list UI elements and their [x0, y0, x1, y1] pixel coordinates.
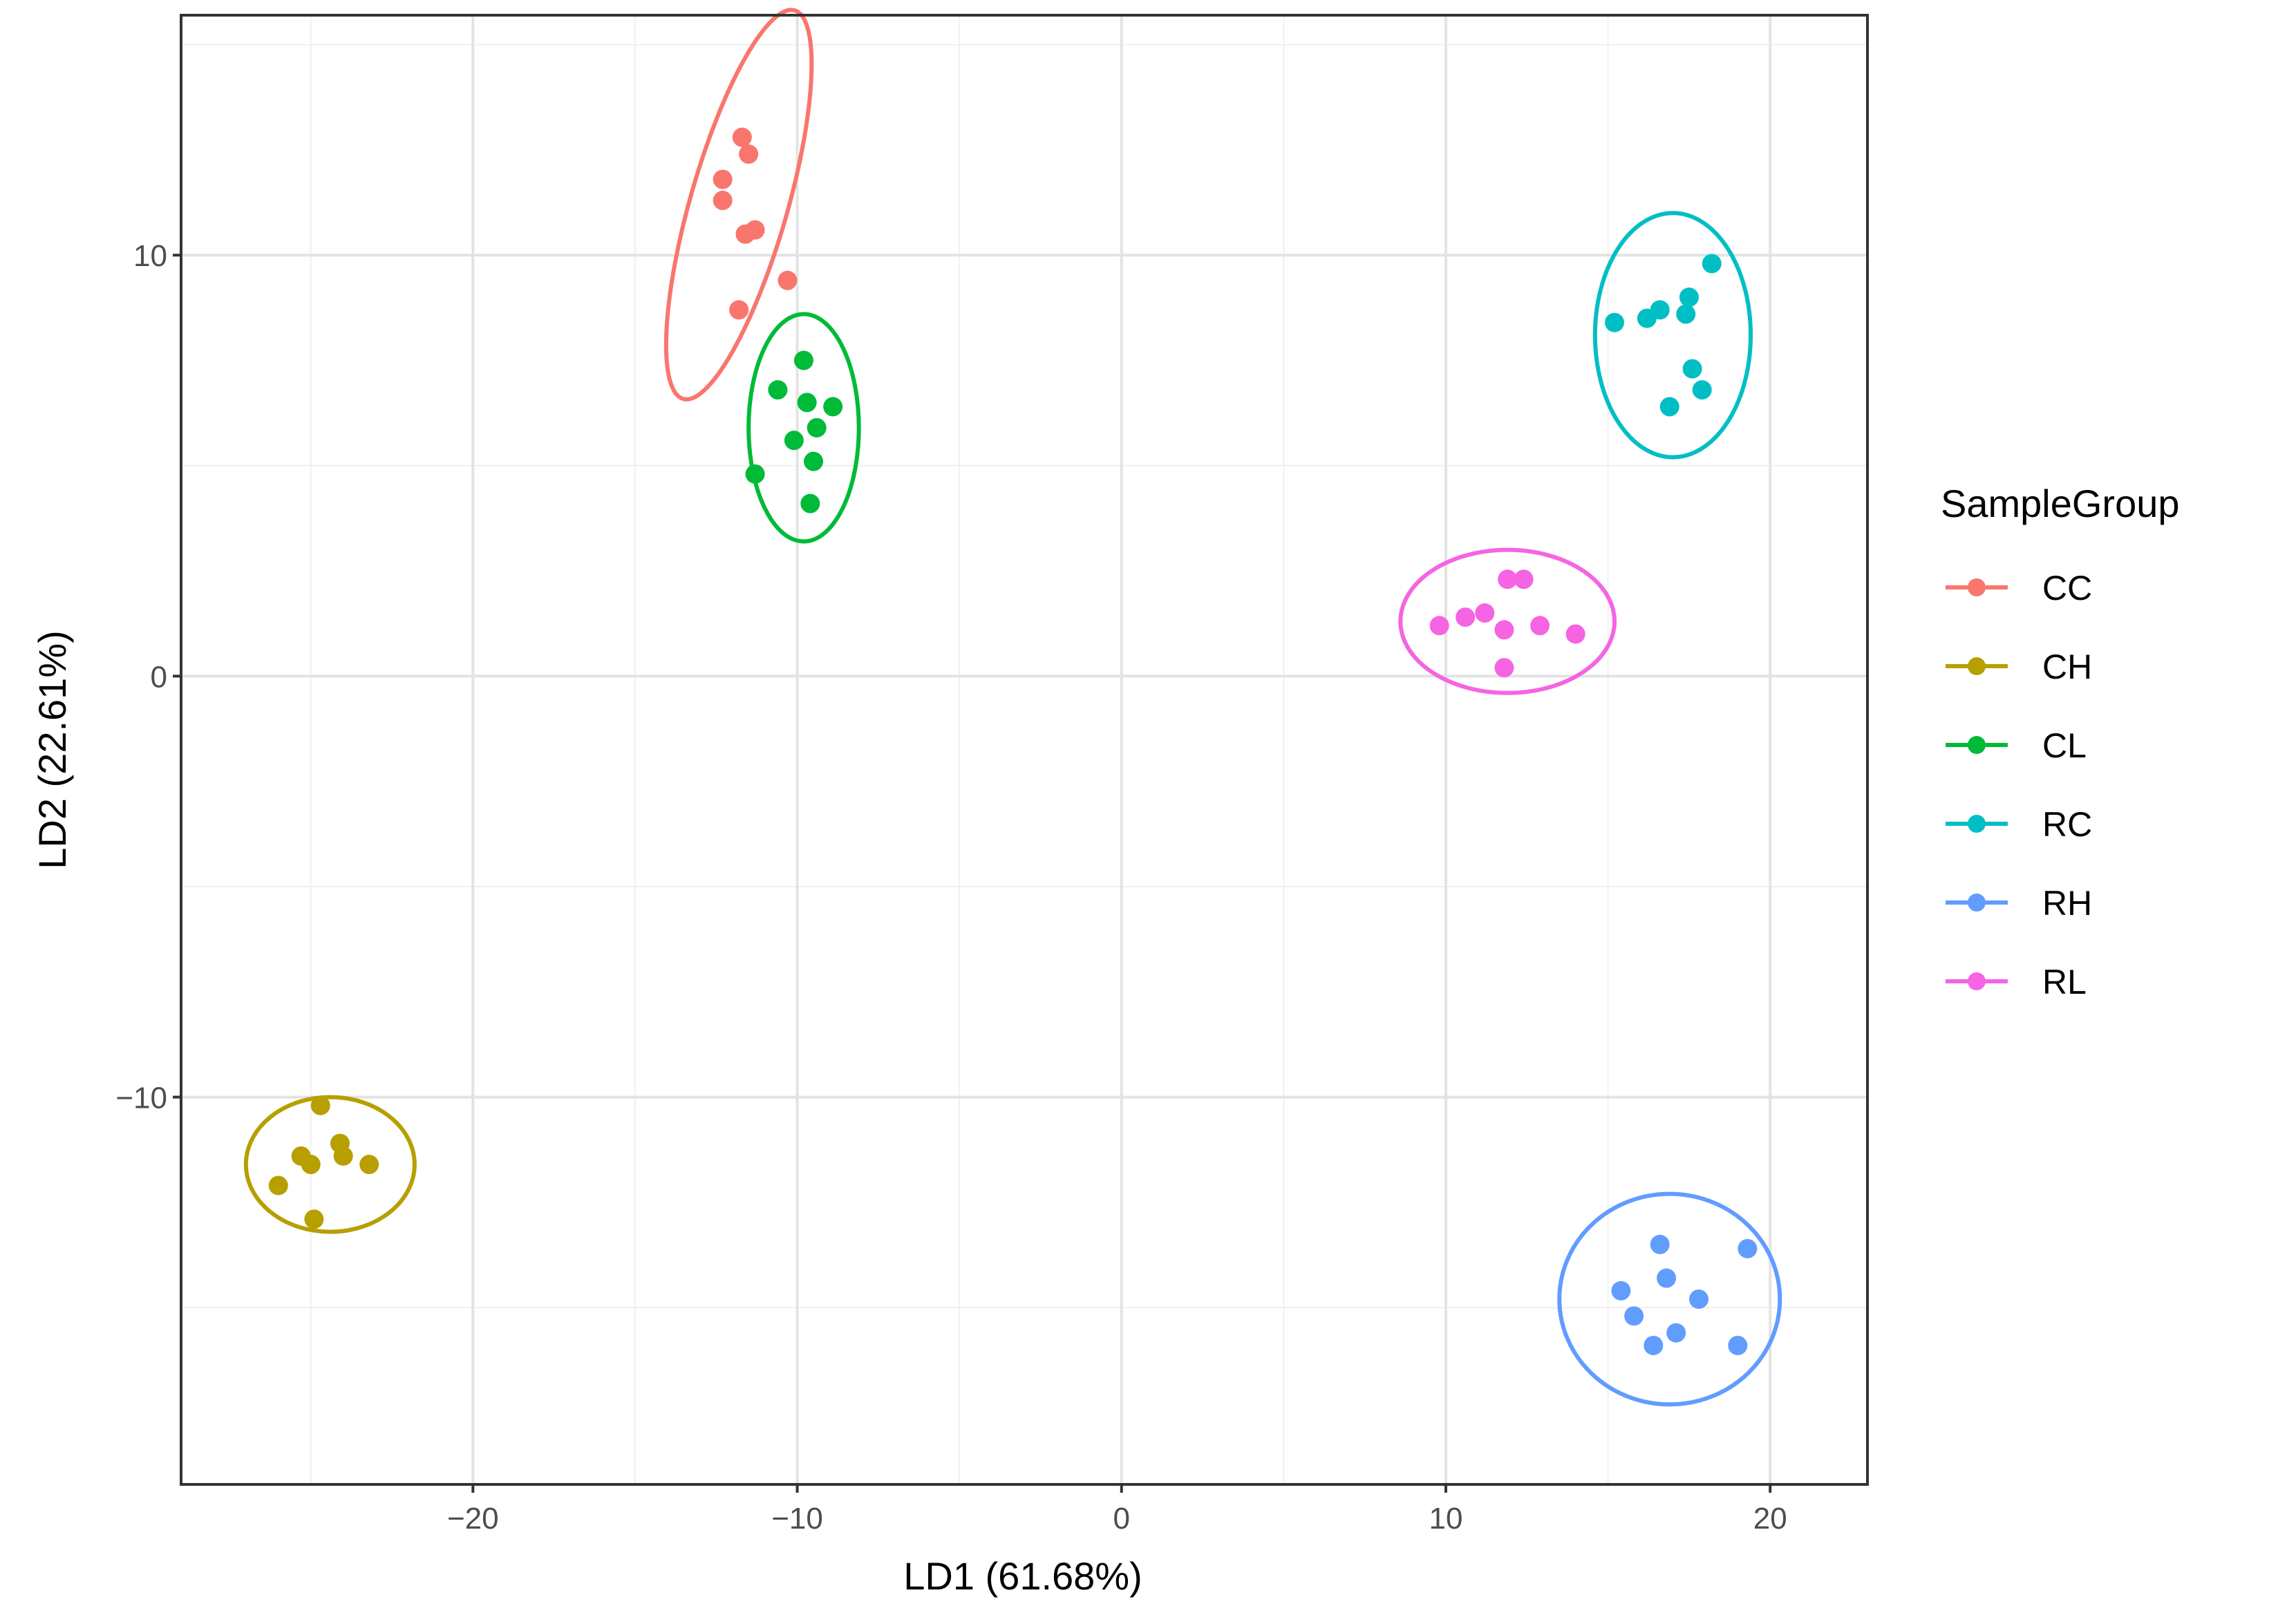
x-tick-label: 20 [1753, 1502, 1787, 1536]
x-tick-label: −10 [771, 1502, 823, 1536]
point-cl [800, 493, 820, 513]
legend-label-rh: RH [2042, 884, 2092, 923]
y-tick-label: −10 [115, 1082, 167, 1115]
ellipse-rl [1398, 547, 1617, 695]
legend-label-ch: CH [2042, 648, 2092, 686]
point-rl [1429, 616, 1449, 636]
ellipse-rh [1557, 1191, 1782, 1407]
x-axis-title: LD1 (61.68%) [903, 1554, 1142, 1598]
point-rl [1494, 620, 1514, 640]
point-rl [1498, 569, 1518, 589]
ellipse-ch [243, 1095, 417, 1234]
point-ch [268, 1175, 288, 1196]
y-tick-label: 0 [151, 660, 167, 694]
point-rc [1682, 359, 1702, 379]
point-cl [745, 464, 765, 484]
point-ch [304, 1209, 324, 1229]
point-cc [713, 191, 733, 211]
legend-key-point-rh [1968, 894, 1986, 912]
point-ch [359, 1155, 379, 1175]
x-tick-label: 0 [1113, 1502, 1130, 1536]
point-rc [1605, 312, 1624, 332]
point-cc [745, 220, 765, 240]
axis-ticks: −20 −10 0 10 20 −10 0 10 [115, 239, 1787, 1536]
confidence-ellipses [243, 8, 1782, 1407]
point-rh [1650, 1234, 1670, 1254]
legend-title: SampleGroup [1941, 482, 2180, 525]
point-ch [310, 1095, 330, 1115]
legend-label-rl: RL [2042, 963, 2087, 1001]
legend-label-rc: RC [2042, 805, 2092, 844]
point-cc [729, 300, 749, 320]
point-rl [1530, 616, 1550, 636]
grid-lines [181, 15, 1867, 1484]
point-rh [1644, 1335, 1664, 1355]
point-cl [804, 451, 823, 471]
point-cc [732, 127, 752, 147]
point-rc [1702, 254, 1722, 274]
legend-key-point-cc [1968, 578, 1986, 596]
legend-key-point-rl [1968, 972, 1986, 990]
point-rh [1689, 1289, 1708, 1309]
legend-key-point-cl [1968, 736, 1986, 754]
point-rh [1738, 1238, 1758, 1258]
point-rh [1611, 1281, 1631, 1301]
point-rc [1692, 380, 1712, 400]
point-rc [1659, 397, 1679, 417]
legend-label-cc: CC [2042, 569, 2092, 607]
ellipse-cc [663, 8, 814, 402]
point-cc [778, 270, 798, 290]
point-rl [1475, 603, 1495, 623]
point-rc [1679, 287, 1699, 308]
legend-key-point-rc [1968, 815, 1986, 833]
plot-panel-border [180, 14, 1869, 1486]
legend-label-cl: CL [2042, 726, 2087, 765]
point-rc [1637, 308, 1657, 328]
point-cl [793, 350, 813, 370]
point-rh [1657, 1268, 1677, 1288]
point-rc [1676, 304, 1696, 324]
data-points [268, 127, 1758, 1355]
legend-key-point-ch [1968, 657, 1986, 675]
point-cl [768, 380, 788, 400]
point-cl [797, 393, 817, 413]
point-rh [1666, 1323, 1686, 1343]
x-tick-label: 10 [1429, 1502, 1463, 1536]
point-rl [1565, 624, 1585, 644]
point-rh [1728, 1335, 1748, 1355]
ellipse-cl [746, 312, 861, 544]
y-tick-label: 10 [133, 239, 167, 273]
point-cc [713, 169, 733, 189]
point-cl [807, 417, 827, 437]
point-cc [739, 144, 759, 164]
y-axis-title: LD2 (22.61%) [30, 630, 74, 869]
point-rl [1456, 607, 1476, 627]
ellipse-rc [1592, 211, 1753, 460]
point-cl [784, 431, 804, 451]
point-cl [823, 397, 843, 417]
point-rl [1494, 658, 1514, 678]
point-rl [1514, 569, 1534, 589]
point-ch [301, 1155, 321, 1175]
x-tick-label: −20 [447, 1502, 499, 1536]
point-ch [333, 1146, 353, 1166]
legend: SampleGroup CC CH CL RC RH RL [1941, 482, 2180, 1001]
point-rh [1624, 1306, 1644, 1326]
